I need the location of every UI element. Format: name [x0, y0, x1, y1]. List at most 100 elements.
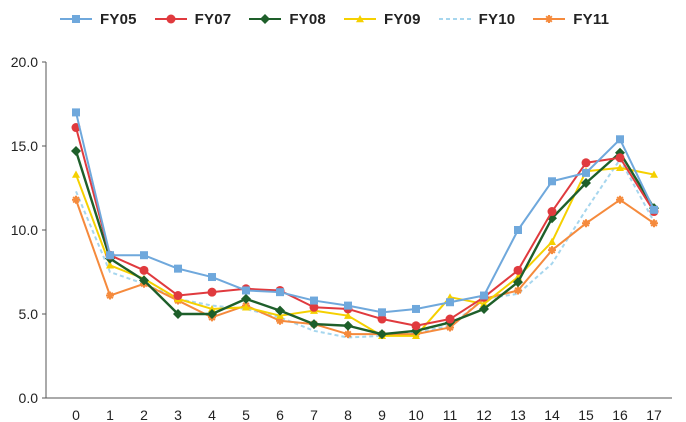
data-point — [72, 108, 80, 117]
y-tick-label: 0.0 — [19, 390, 39, 406]
data-point — [548, 246, 556, 255]
data-point — [616, 135, 624, 144]
x-tick-label: 15 — [578, 407, 594, 422]
x-tick-label: 17 — [646, 407, 662, 422]
x-tick-label: 4 — [208, 407, 216, 422]
data-point — [207, 287, 217, 297]
data-point — [208, 273, 216, 282]
legend-item-fy11: FY11 — [531, 8, 609, 30]
series-fy10 — [75, 158, 655, 339]
data-point — [139, 265, 149, 275]
x-tick-label: 6 — [276, 407, 284, 422]
data-point — [479, 303, 489, 314]
data-point — [72, 170, 80, 178]
data-point — [242, 303, 250, 311]
x-tick-label: 13 — [510, 407, 526, 422]
x-tick-label: 1 — [106, 407, 114, 422]
y-tick-label: 10.0 — [11, 222, 38, 238]
y-tick-label: 5.0 — [19, 306, 39, 322]
data-point — [242, 286, 250, 295]
data-point — [140, 251, 148, 260]
y-tick-label: 20.0 — [11, 54, 38, 70]
series-line — [74, 150, 656, 336]
data-point — [344, 301, 352, 310]
x-tick-label: 5 — [242, 407, 250, 422]
x-tick-label: 16 — [612, 407, 628, 422]
data-point — [344, 311, 352, 319]
x-tick-label: 8 — [344, 407, 352, 422]
data-point — [412, 304, 420, 313]
data-point — [173, 309, 183, 319]
data-point — [582, 219, 590, 228]
data-point — [174, 264, 182, 273]
y-tick-label: 15.0 — [11, 138, 38, 154]
series-line — [75, 198, 655, 336]
data-point — [547, 207, 557, 217]
data-point — [480, 291, 488, 300]
data-point — [616, 163, 624, 172]
series-fy07 — [71, 123, 659, 331]
data-point — [309, 302, 319, 312]
x-tick-label: 14 — [544, 407, 560, 422]
data-point — [616, 195, 624, 204]
data-point — [615, 153, 625, 163]
legend-item-fy07: FY07 — [153, 8, 232, 30]
data-point — [377, 329, 387, 340]
data-point — [275, 305, 285, 316]
x-tick-label: 11 — [443, 407, 458, 422]
data-point — [139, 275, 149, 286]
legend-swatch — [343, 15, 376, 23]
legend-item-fy05: FY05 — [58, 8, 137, 30]
legend-label: FY10 — [478, 10, 516, 28]
data-point — [106, 291, 114, 300]
data-point — [241, 293, 251, 304]
data-point — [480, 299, 488, 308]
series-line — [75, 158, 655, 339]
series-line — [75, 127, 655, 327]
legend-item-fy08: FY08 — [247, 8, 326, 30]
data-point — [276, 288, 284, 297]
legend-swatch — [438, 18, 471, 20]
legend-item-fy10: FY10 — [437, 8, 516, 30]
x-tick-label: 10 — [408, 407, 424, 422]
data-point — [276, 316, 284, 325]
data-point — [445, 314, 455, 324]
data-point — [650, 205, 658, 214]
data-point — [582, 168, 590, 177]
x-tick-label: 2 — [140, 407, 148, 422]
legend-label: FY09 — [383, 10, 421, 28]
data-point — [207, 309, 217, 319]
axes: 0.05.010.015.020.00 1 2 3 4 5 6 7 8 9 10 11 12 13 14 15… — [11, 54, 672, 422]
legend-label: FY11 — [573, 10, 610, 28]
x-tick-label: 0 — [72, 407, 80, 422]
data-point — [71, 146, 81, 157]
legend: FY05 FY07 FY08 FY09 FY10 FY11 — [58, 8, 658, 30]
data-point — [378, 308, 386, 317]
series-layer — [71, 108, 659, 340]
data-point — [514, 226, 522, 234]
series-fy09 — [72, 163, 658, 340]
data-point — [344, 330, 352, 339]
data-point — [548, 177, 556, 186]
data-point — [446, 323, 454, 332]
data-point — [343, 320, 353, 331]
legend-label: FY07 — [194, 10, 232, 28]
legend-swatch — [249, 14, 282, 24]
data-point — [513, 265, 523, 275]
legend-label: FY05 — [100, 10, 137, 28]
x-tick-label: 3 — [174, 407, 182, 422]
x-tick-label: 12 — [476, 407, 492, 422]
legend-item-fy09: FY09 — [342, 8, 421, 30]
data-point — [72, 195, 80, 204]
data-point — [310, 296, 318, 305]
x-tick-label: 9 — [378, 407, 386, 422]
legend-swatch — [154, 14, 187, 24]
series-line — [75, 112, 655, 314]
series-fy05 — [72, 108, 658, 317]
x-tick-label: 7 — [310, 407, 318, 422]
data-point — [411, 321, 421, 331]
data-point — [446, 298, 454, 307]
data-point — [309, 319, 319, 330]
data-point — [173, 291, 183, 301]
